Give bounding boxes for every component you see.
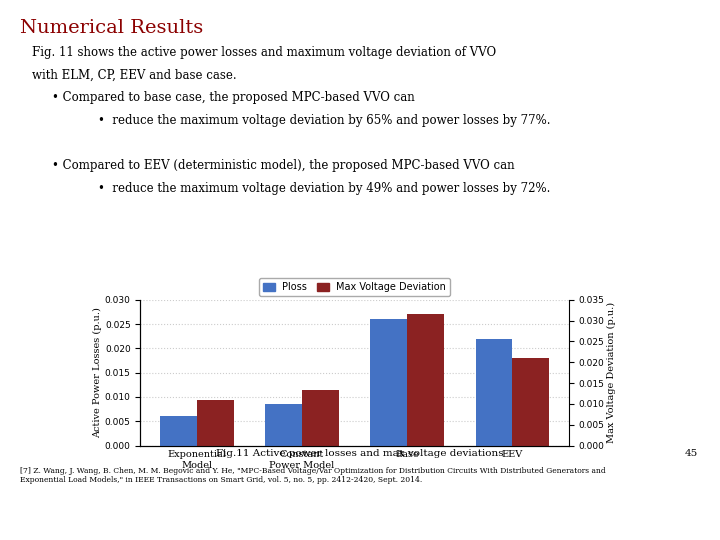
Text: Exponential Load Models," in IEEE Transactions on Smart Grid, vol. 5, no. 5, pp.: Exponential Load Models," in IEEE Transa… <box>20 476 423 484</box>
Bar <box>408 314 444 446</box>
Text: Fig. 11 shows the active power losses and maximum voltage deviation of VVO: Fig. 11 shows the active power losses an… <box>32 46 497 59</box>
Text: Iowa State University: Iowa State University <box>20 505 236 523</box>
Bar <box>160 416 197 446</box>
Bar <box>370 319 408 446</box>
Text: 45: 45 <box>685 449 698 458</box>
Bar <box>265 404 302 446</box>
Text: [7] Z. Wang, J. Wang, B. Chen, M. M. Begovic and Y. He, "MPC-Based Voltage/Var O: [7] Z. Wang, J. Wang, B. Chen, M. M. Beg… <box>20 467 606 475</box>
Text: with ELM, CP, EEV and base case.: with ELM, CP, EEV and base case. <box>32 69 237 82</box>
Legend: Ploss, Max Voltage Deviation: Ploss, Max Voltage Deviation <box>259 278 450 296</box>
Text: • Compared to EEV (deterministic model), the proposed MPC-based VVO can: • Compared to EEV (deterministic model),… <box>52 159 515 172</box>
Text: Fig.11 Active power losses and max voltage deviations: Fig.11 Active power losses and max volta… <box>216 449 504 458</box>
Text: •  reduce the maximum voltage deviation by 65% and power losses by 77%.: • reduce the maximum voltage deviation b… <box>68 114 551 127</box>
Bar <box>197 400 233 445</box>
Text: • Compared to base case, the proposed MPC-based VVO can: • Compared to base case, the proposed MP… <box>52 91 415 104</box>
Y-axis label: Active Power Losses (p.u.): Active Power Losses (p.u.) <box>93 307 102 438</box>
Text: •  reduce the maximum voltage deviation by 49% and power losses by 72%.: • reduce the maximum voltage deviation b… <box>68 182 551 195</box>
Text: Numerical Results: Numerical Results <box>20 19 204 37</box>
Y-axis label: Max Voltage Deviation (p.u.): Max Voltage Deviation (p.u.) <box>607 302 616 443</box>
Bar <box>513 358 549 446</box>
Bar <box>476 339 513 445</box>
Bar <box>302 390 339 446</box>
